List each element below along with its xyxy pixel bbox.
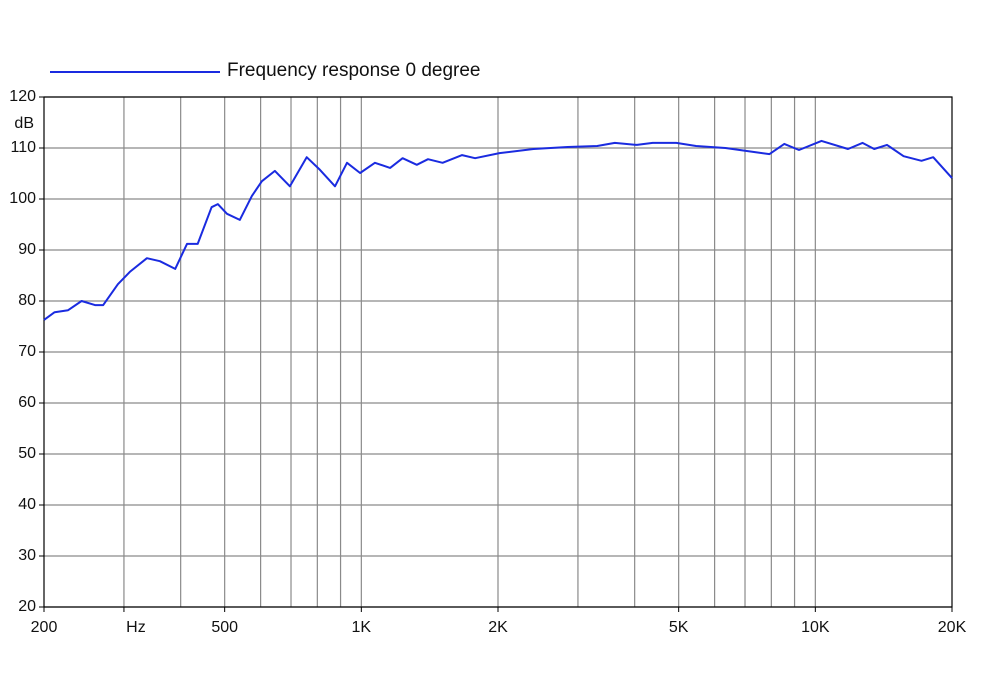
y-tick-label: 50 <box>18 445 36 462</box>
y-axis-label: dB <box>14 115 34 132</box>
x-tick-label: 20K <box>938 619 967 636</box>
legend-label: Frequency response 0 degree <box>227 60 481 81</box>
y-tick-label: 70 <box>18 343 36 360</box>
x-tick-label: 200 <box>31 619 58 636</box>
x-tick-label: 500 <box>211 619 238 636</box>
x-tick-label: 10K <box>801 619 830 636</box>
data-line <box>43 139 953 321</box>
x-tick-label: 5K <box>669 619 689 636</box>
x-tick-label: 2K <box>488 619 508 636</box>
y-tick-label: 120 <box>9 88 36 105</box>
plot-border <box>43 96 953 608</box>
y-tick-label: 40 <box>18 496 36 513</box>
x-tick-label: 1K <box>352 619 372 636</box>
y-tick-label: 90 <box>18 241 36 258</box>
y-tick-label: 110 <box>10 139 36 156</box>
y-tick-label: 80 <box>18 292 36 309</box>
y-tick-label: 30 <box>18 547 36 564</box>
y-tick-label: 20 <box>18 598 36 615</box>
y-tick-label: 60 <box>18 394 36 411</box>
x-tick-label: Hz <box>126 619 146 636</box>
y-tick-label: 100 <box>9 190 36 207</box>
